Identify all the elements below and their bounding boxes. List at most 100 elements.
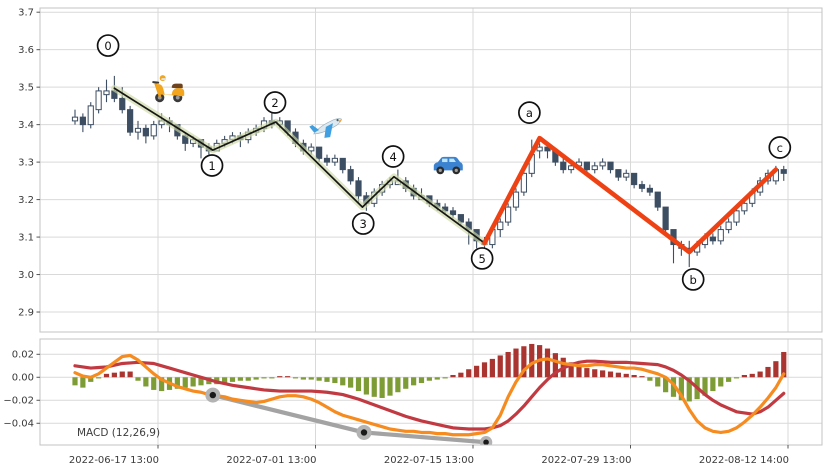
macd-line: [73, 353, 786, 437]
candle: [87, 102, 94, 129]
macd-histogram-bar: [119, 371, 125, 378]
candle-body: [725, 221, 732, 231]
price-tick-label: 2.9: [18, 307, 34, 318]
macd-histogram-bar: [781, 351, 787, 378]
macd-histogram-bar: [127, 371, 133, 378]
candle: [347, 165, 354, 185]
macd-histogram-bar: [718, 377, 724, 387]
wave-label-circle: [96, 34, 120, 57]
wave-label-text: 0: [104, 39, 111, 53]
candle: [103, 79, 110, 103]
elliott-impulse-line: [113, 87, 486, 244]
gridlines: [40, 8, 822, 445]
macd-histogram-bar: [505, 351, 511, 378]
macd-histogram-bar: [450, 374, 456, 378]
candle-body: [631, 172, 638, 186]
wave-label-circle: [381, 145, 405, 168]
candle-body: [662, 206, 669, 231]
candle-body: [347, 169, 354, 182]
candle-body: [505, 206, 512, 223]
macd-histogram-bar: [678, 377, 684, 401]
wave-label-text: 2: [271, 96, 278, 110]
x-axis-tick-label: 2022-07-01 13:00: [226, 455, 316, 466]
candle-body: [119, 97, 126, 111]
wave-label-circle: [768, 136, 792, 159]
macd-indicator-label: MACD (12,26,9): [77, 427, 160, 439]
macd-histogram-bar: [513, 348, 519, 378]
macd-histogram-bar: [308, 377, 314, 380]
wave-label-text: 1: [208, 159, 215, 173]
candle-body: [512, 191, 520, 208]
candle: [520, 169, 527, 196]
macd-histogram-bar: [623, 373, 629, 378]
macd-histogram-bar: [749, 373, 755, 378]
price-panel: [71, 75, 787, 268]
car-icon: [433, 156, 463, 175]
candle-body: [316, 146, 323, 159]
candle-body: [142, 127, 149, 137]
candle-body: [103, 90, 110, 96]
wave-label-circle: [681, 268, 705, 291]
candle-body: [134, 127, 142, 133]
price-tick-label: 3.2: [18, 195, 34, 206]
candle: [71, 109, 79, 125]
candle-body: [449, 210, 457, 216]
wave-label-circle: [263, 91, 287, 114]
candle-body: [323, 157, 331, 163]
macd-histogram-bar: [332, 377, 338, 384]
candle-body: [536, 146, 543, 152]
macd-histogram-bar: [285, 376, 291, 378]
macd-histogram-bar: [103, 373, 110, 378]
macd-histogram-bar: [489, 358, 495, 378]
macd-histogram-bar: [411, 377, 417, 386]
price-tick-label: 3.4: [18, 120, 34, 131]
macd-histogram-bar: [340, 377, 346, 386]
candle-body: [615, 169, 622, 178]
macd-histogram-bar: [741, 374, 747, 378]
macd-histogram-bar: [733, 377, 740, 379]
macd-histogram-bar: [159, 377, 165, 392]
candle: [615, 169, 622, 181]
airplane-icon: [309, 118, 342, 138]
macd-histogram-bar: [757, 371, 763, 378]
wave-label-circle: [351, 212, 375, 235]
macd-histogram-bar: [143, 377, 149, 387]
candle: [638, 180, 646, 193]
wave-label-text: a: [526, 106, 533, 120]
macd-histogram-bar: [710, 377, 716, 392]
price-tick-label: 3.0: [18, 270, 34, 281]
macd-histogram-bar: [72, 377, 78, 386]
macd-histogram-bar: [607, 371, 614, 378]
macd-histogram-bar: [434, 377, 440, 380]
candle: [654, 191, 661, 211]
macd-histogram-bar: [442, 377, 448, 379]
macd-histogram-bar: [426, 377, 432, 381]
macd-tick-label: 0.00: [12, 373, 34, 384]
candle: [623, 169, 630, 181]
macd-histogram-bar: [229, 377, 236, 382]
candle-body: [780, 169, 787, 174]
macd-histogram-bar: [348, 377, 354, 388]
candle-body: [591, 165, 598, 171]
price-tick-label: 3.5: [18, 83, 34, 94]
macd-histogram-bar: [765, 366, 771, 378]
macd-panel-border: [39, 338, 823, 446]
candle-body: [623, 172, 630, 178]
macd-histogram-bar: [292, 377, 299, 379]
macd-histogram-bar: [458, 372, 464, 378]
candle-body: [544, 146, 551, 152]
macd-histogram-bar: [481, 362, 488, 378]
candle-body: [568, 165, 575, 171]
wave-label-4: 4: [381, 145, 405, 168]
macd-histogram-bar: [773, 361, 779, 378]
wave-label-a: a: [518, 101, 541, 124]
gray-line-marker-dot: [483, 439, 489, 445]
candle-body: [355, 180, 362, 197]
candle: [323, 154, 331, 166]
candle-body: [127, 109, 134, 133]
macd-histogram-bar: [222, 377, 228, 384]
macd-histogram-bar: [363, 377, 369, 395]
wave-label-text: b: [690, 273, 697, 287]
